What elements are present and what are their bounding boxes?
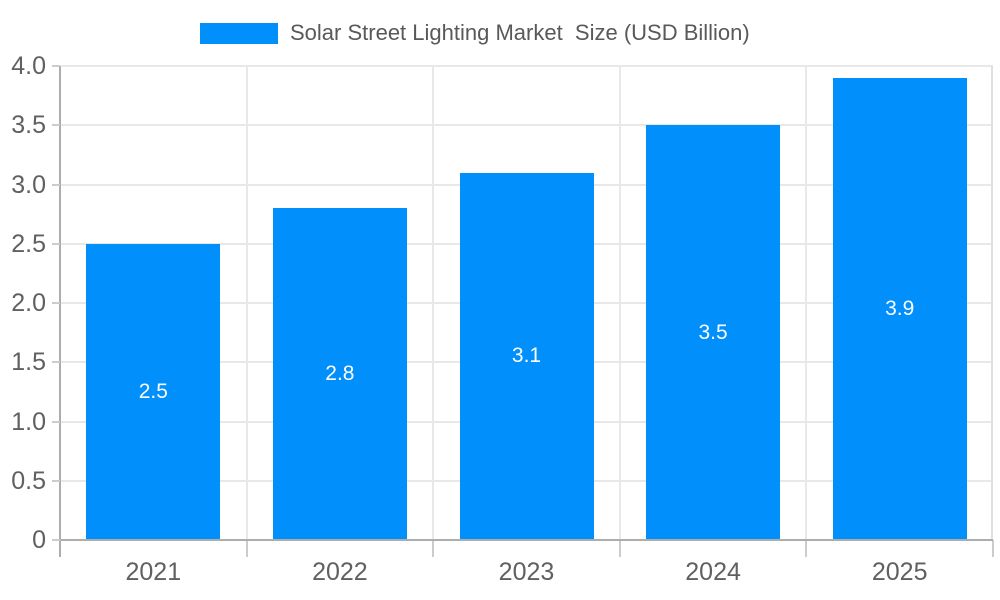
- x-tick: [245, 540, 248, 557]
- v-gridline: [618, 66, 621, 540]
- bar-value-label: 3.5: [698, 320, 728, 344]
- bar-value-label: 2.8: [325, 362, 355, 386]
- plot-border-right: [991, 66, 993, 540]
- y-axis-line: [59, 66, 61, 557]
- y-tick: [52, 361, 60, 364]
- x-tick-label: 2021: [125, 558, 182, 586]
- x-axis-line: [59, 539, 993, 541]
- legend-swatch: [200, 22, 278, 44]
- bar: 2.5: [86, 243, 221, 540]
- y-tick-label: 2.0: [11, 289, 46, 317]
- h-gridline: [60, 124, 993, 127]
- y-tick: [52, 420, 60, 423]
- v-gridline: [245, 66, 248, 540]
- y-tick-label: 3.0: [11, 170, 46, 199]
- x-tick-label: 2024: [685, 558, 741, 586]
- x-tick: [992, 540, 994, 557]
- x-tick: [618, 540, 621, 557]
- x-tick-label: 2025: [871, 558, 928, 586]
- y-tick: [52, 124, 60, 127]
- y-tick-label: 1.0: [11, 407, 46, 436]
- y-tick-label: 1.5: [11, 348, 46, 377]
- x-tick: [805, 540, 808, 557]
- y-tick: [52, 65, 60, 67]
- y-tick-label: 0.5: [11, 466, 46, 495]
- h-gridline: [60, 65, 993, 67]
- v-gridline: [432, 66, 435, 540]
- bar: 3.9: [832, 77, 967, 540]
- x-tick-label: 2022: [312, 558, 368, 586]
- bar-value-label: 3.1: [511, 344, 542, 368]
- y-tick-label: 4.0: [11, 52, 46, 80]
- bar: 3.1: [459, 172, 594, 540]
- y-tick: [52, 302, 60, 304]
- y-tick-label: 3.5: [11, 111, 46, 140]
- bar: 2.8: [272, 208, 407, 540]
- y-tick-label: 0: [32, 526, 46, 554]
- y-tick: [52, 183, 60, 186]
- x-tick-label: 2023: [498, 558, 555, 586]
- y-tick: [52, 242, 60, 245]
- y-tick: [52, 479, 60, 482]
- bar-value-label: 3.9: [885, 296, 915, 320]
- legend: Solar Street Lighting Market Size (USD B…: [200, 21, 750, 45]
- bar: 3.5: [646, 125, 781, 540]
- bar-value-label: 2.5: [138, 379, 168, 403]
- v-gridline: [805, 66, 808, 540]
- x-tick: [432, 540, 435, 557]
- y-tick: [52, 539, 60, 541]
- legend-label: Solar Street Lighting Market Size (USD B…: [290, 20, 750, 45]
- y-tick-label: 2.5: [11, 229, 46, 258]
